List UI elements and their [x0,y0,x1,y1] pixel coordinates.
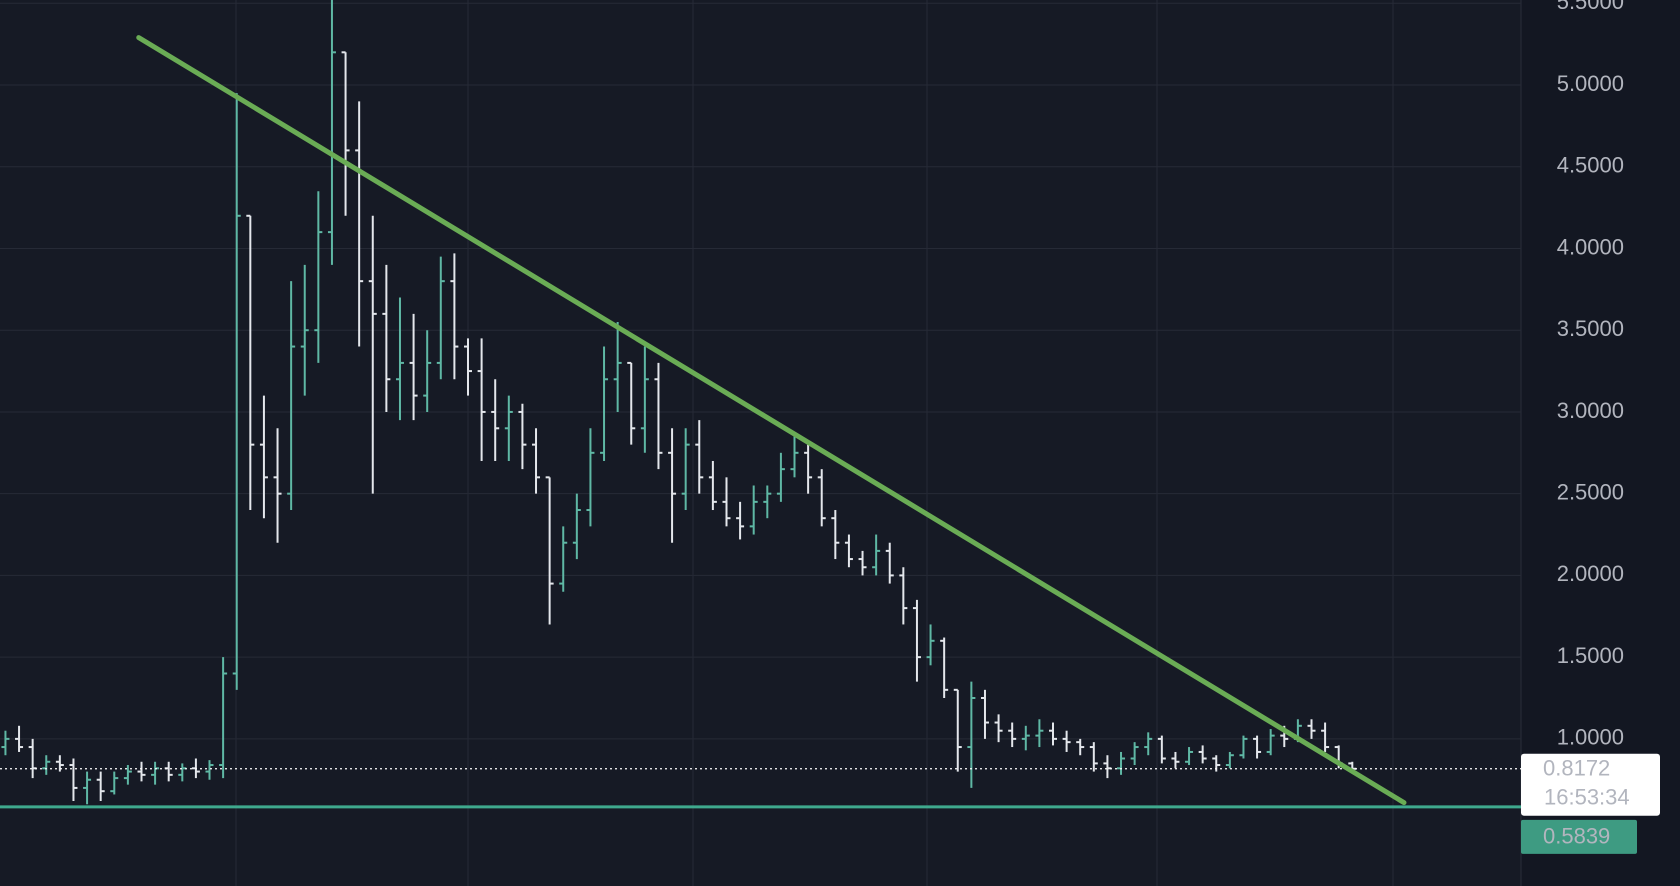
countdown-label: 16:53:34 [1544,785,1630,810]
time-grid [235,0,1394,886]
y-tick-label: 1.5000 [1557,643,1624,668]
current-price-box [1521,753,1660,816]
level-price-label: 0.5839 [1543,824,1610,849]
y-tick-label: 3.0000 [1557,398,1624,423]
price-axis-panel [1521,0,1680,886]
y-tick-label: 3.5000 [1557,316,1624,341]
trendline [136,35,1407,806]
level-price-box [1521,819,1637,854]
y-tick-label: 4.0000 [1557,234,1624,259]
y-tick-label: 5.0000 [1557,71,1624,96]
y-tick-label: 4.5000 [1557,153,1624,178]
current-price-label: 0.8172 [1543,756,1610,781]
y-tick-label: 2.0000 [1557,561,1624,586]
y-tick-label: 5.5000 [1557,0,1624,14]
y-tick-label: 1.0000 [1557,725,1624,750]
y-tick-label: 2.5000 [1557,479,1624,504]
